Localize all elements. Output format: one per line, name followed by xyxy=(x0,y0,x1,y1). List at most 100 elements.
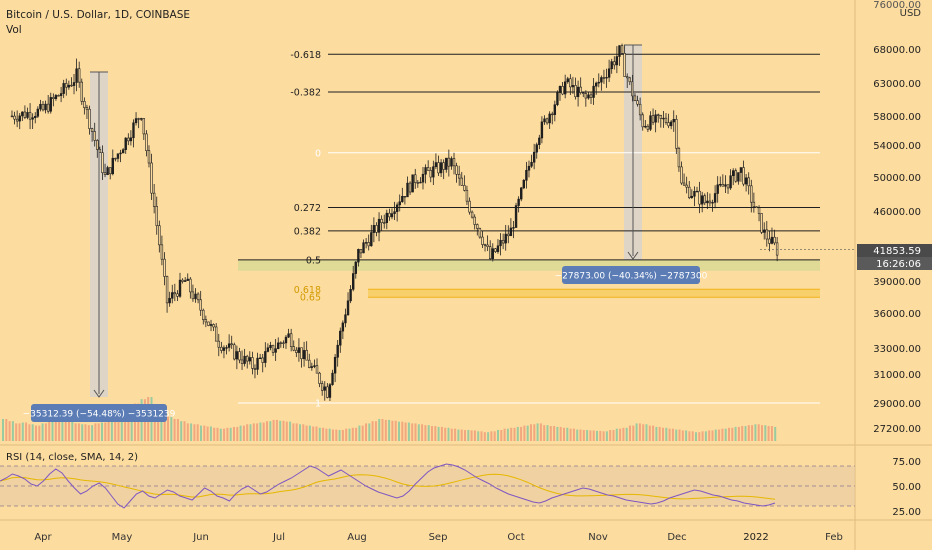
candle-up xyxy=(34,115,37,119)
candle-up xyxy=(445,157,448,170)
candle-up xyxy=(121,149,125,154)
volume-bar xyxy=(490,431,493,441)
candle-up xyxy=(62,83,65,94)
volume-bar xyxy=(464,430,466,441)
candle-down xyxy=(659,115,663,119)
candle-up xyxy=(129,137,133,142)
price-tick: 29000.00 xyxy=(873,399,921,410)
candle-up xyxy=(111,157,114,175)
volume-bar xyxy=(91,425,94,441)
candle-down xyxy=(308,359,311,368)
candle-down xyxy=(641,114,644,128)
volume-bar xyxy=(71,421,74,441)
candle-down xyxy=(142,118,146,135)
volume-bar xyxy=(440,426,443,441)
volume-bar xyxy=(117,419,120,441)
candle-up xyxy=(31,117,34,120)
volume-bar xyxy=(480,431,483,441)
candle-down xyxy=(742,167,745,185)
volume-bar xyxy=(589,430,592,441)
volume-bar xyxy=(242,425,245,441)
candle-down xyxy=(282,342,285,344)
volume-bar xyxy=(572,428,575,441)
volume-bar xyxy=(655,426,658,441)
volume-bar xyxy=(609,430,612,441)
volume-bar xyxy=(374,421,377,441)
fib-zone-0.618 xyxy=(368,289,820,298)
time-label: May xyxy=(112,532,133,543)
candle-down xyxy=(675,119,678,149)
candle-down xyxy=(315,365,319,374)
candle-down xyxy=(152,192,156,207)
candle-down xyxy=(295,349,298,353)
candle-up xyxy=(770,236,774,244)
candle-down xyxy=(163,258,166,277)
volume-bar xyxy=(206,426,209,441)
measure-arrowhead-2 xyxy=(627,251,639,260)
volume-bar xyxy=(338,430,341,441)
volume-bar xyxy=(308,425,311,441)
candle-up xyxy=(284,336,288,344)
candle-down xyxy=(657,114,660,116)
candle-up xyxy=(274,348,277,353)
candle-up xyxy=(370,232,373,247)
volume-bar xyxy=(681,430,684,441)
candle-up xyxy=(563,81,567,95)
candle-up xyxy=(134,118,138,124)
price-tick: 39000.00 xyxy=(873,277,921,288)
measure-label-box-1 xyxy=(31,404,167,422)
candle-up xyxy=(18,115,21,122)
candle-down xyxy=(721,183,725,187)
volume-bar xyxy=(229,427,232,441)
candle-up xyxy=(168,297,171,304)
time-label: Dec xyxy=(667,532,686,543)
candle-up xyxy=(662,117,665,120)
volume-bar xyxy=(450,428,453,441)
candle-down xyxy=(773,236,776,244)
candle-up xyxy=(385,212,389,224)
candle-down xyxy=(261,357,264,363)
candle-down xyxy=(83,101,86,108)
volume-bar xyxy=(467,430,470,441)
candle-up xyxy=(594,82,598,87)
volume-bar xyxy=(318,427,321,441)
price-tick: 63000.00 xyxy=(873,79,921,90)
volume-bar xyxy=(5,419,8,441)
candle-down xyxy=(217,340,220,348)
candle-down xyxy=(204,319,208,323)
fib-label-3: 0.272 xyxy=(294,203,321,214)
candle-up xyxy=(178,279,182,297)
candle-up xyxy=(649,115,652,130)
candle-down xyxy=(455,165,458,175)
volume-bar xyxy=(411,423,414,441)
volume-bar xyxy=(167,416,169,441)
volume-bar xyxy=(289,421,292,441)
volume-bar xyxy=(124,416,127,441)
volume-bar xyxy=(454,428,457,441)
candle-down xyxy=(414,174,417,183)
volume-bar xyxy=(711,430,714,441)
volume-bar xyxy=(718,429,721,441)
fib-label-1: -0.382 xyxy=(290,87,321,98)
volume-bar xyxy=(701,431,704,441)
candle-down xyxy=(289,333,293,347)
candle-up xyxy=(424,167,427,175)
candle-up xyxy=(615,56,619,66)
candle-up xyxy=(737,172,740,182)
candle-down xyxy=(320,383,324,391)
candle-up xyxy=(302,350,306,360)
volume-bar xyxy=(704,431,707,441)
candle-up xyxy=(432,166,435,178)
candle-up xyxy=(739,167,743,173)
candle-up xyxy=(763,229,766,233)
volume-bar xyxy=(615,428,618,441)
candle-up xyxy=(421,173,425,183)
candle-up xyxy=(695,190,699,193)
candle-up xyxy=(711,202,714,204)
candle-down xyxy=(77,68,81,83)
candle-up xyxy=(654,114,657,123)
candle-up xyxy=(328,384,332,398)
candle-up xyxy=(406,182,409,198)
candle-down xyxy=(703,195,706,204)
